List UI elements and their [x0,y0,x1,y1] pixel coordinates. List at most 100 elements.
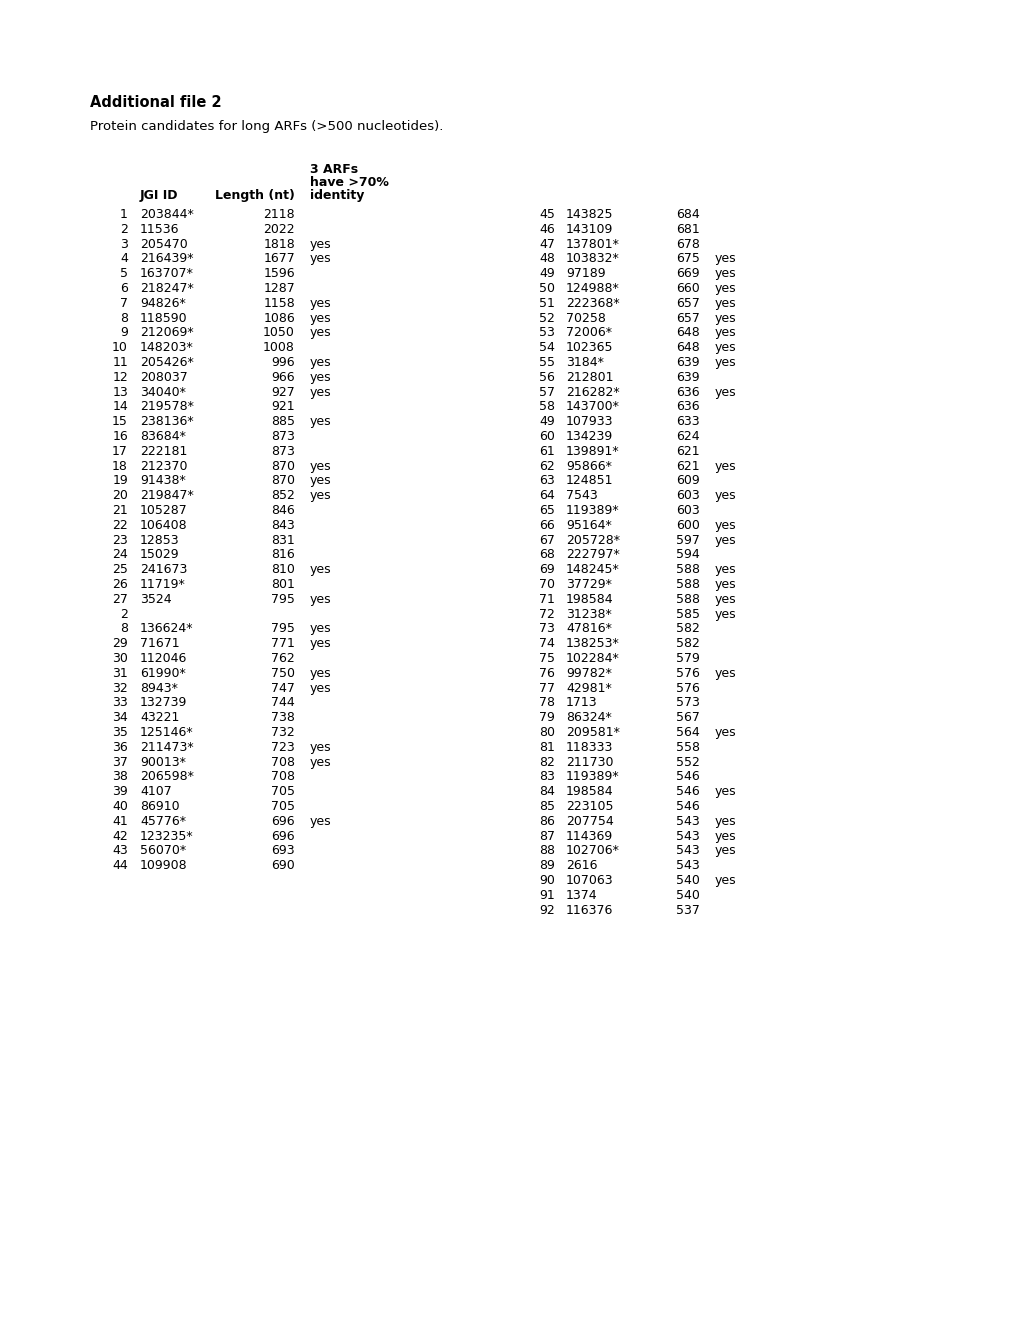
Text: yes: yes [714,282,736,294]
Text: 42: 42 [112,829,127,842]
Text: 82: 82 [539,755,554,768]
Text: 143109: 143109 [566,223,612,236]
Text: 684: 684 [676,209,699,220]
Text: 639: 639 [676,356,699,370]
Text: 86324*: 86324* [566,711,611,725]
Text: 49: 49 [539,416,554,428]
Text: 2: 2 [120,607,127,620]
Text: 76: 76 [539,667,554,680]
Text: 107933: 107933 [566,416,612,428]
Text: 705: 705 [271,785,294,799]
Text: 17: 17 [112,445,127,458]
Text: 3184*: 3184* [566,356,603,370]
Text: 34: 34 [112,711,127,725]
Text: 103832*: 103832* [566,252,620,265]
Text: 14: 14 [112,400,127,413]
Text: 163707*: 163707* [140,267,194,280]
Text: 132739: 132739 [140,697,187,709]
Text: 42981*: 42981* [566,681,611,694]
Text: 1086: 1086 [263,312,294,325]
Text: 810: 810 [271,564,294,577]
Text: 696: 696 [271,814,294,828]
Text: 78: 78 [538,697,554,709]
Text: yes: yes [310,356,331,370]
Text: 843: 843 [271,519,294,532]
Text: 55: 55 [538,356,554,370]
Text: 53: 53 [539,326,554,339]
Text: 88: 88 [538,845,554,858]
Text: 801: 801 [271,578,294,591]
Text: 576: 576 [676,667,699,680]
Text: 212069*: 212069* [140,326,194,339]
Text: 870: 870 [271,459,294,473]
Text: 219578*: 219578* [140,400,194,413]
Text: yes: yes [714,490,736,502]
Text: JGI ID: JGI ID [140,189,178,202]
Text: 38: 38 [112,771,127,783]
Text: 873: 873 [271,445,294,458]
Text: 90: 90 [539,874,554,887]
Text: 636: 636 [676,400,699,413]
Text: 927: 927 [271,385,294,399]
Text: yes: yes [310,238,331,251]
Text: 750: 750 [271,667,294,680]
Text: 97189: 97189 [566,267,605,280]
Text: 22: 22 [112,519,127,532]
Text: 118590: 118590 [140,312,187,325]
Text: yes: yes [714,607,736,620]
Text: 564: 564 [676,726,699,739]
Text: yes: yes [310,297,331,310]
Text: 105287: 105287 [140,504,187,517]
Text: 2022: 2022 [263,223,294,236]
Text: 223105: 223105 [566,800,612,813]
Text: 218247*: 218247* [140,282,194,294]
Text: 114369: 114369 [566,829,612,842]
Text: 56: 56 [539,371,554,384]
Text: 795: 795 [271,593,294,606]
Text: yes: yes [310,814,331,828]
Text: 678: 678 [676,238,699,251]
Text: yes: yes [714,533,736,546]
Text: 56070*: 56070* [140,845,185,858]
Text: 19: 19 [112,474,127,487]
Text: 657: 657 [676,297,699,310]
Text: 138253*: 138253* [566,638,620,651]
Text: 9: 9 [120,326,127,339]
Text: yes: yes [714,667,736,680]
Text: 636: 636 [676,385,699,399]
Text: 3524: 3524 [140,593,171,606]
Text: 47: 47 [539,238,554,251]
Text: 4107: 4107 [140,785,171,799]
Text: 64: 64 [539,490,554,502]
Text: 657: 657 [676,312,699,325]
Text: 99782*: 99782* [566,667,611,680]
Text: 966: 966 [271,371,294,384]
Text: Length (nt): Length (nt) [215,189,294,202]
Text: 12: 12 [112,371,127,384]
Text: 222368*: 222368* [566,297,619,310]
Text: 95866*: 95866* [566,459,611,473]
Text: yes: yes [310,667,331,680]
Text: 8: 8 [120,312,127,325]
Text: 70: 70 [538,578,554,591]
Text: 594: 594 [676,548,699,561]
Text: 37: 37 [112,755,127,768]
Text: 543: 543 [676,814,699,828]
Text: 116376: 116376 [566,904,612,916]
Text: 1158: 1158 [263,297,294,310]
Text: 94826*: 94826* [140,297,185,310]
Text: 198584: 198584 [566,593,613,606]
Text: yes: yes [310,741,331,754]
Text: 648: 648 [676,341,699,354]
Text: 66: 66 [539,519,554,532]
Text: 92: 92 [539,904,554,916]
Text: 624: 624 [676,430,699,444]
Text: yes: yes [714,341,736,354]
Text: 24: 24 [112,548,127,561]
Text: 8943*: 8943* [140,681,177,694]
Text: 73: 73 [539,623,554,635]
Text: 546: 546 [676,785,699,799]
Text: yes: yes [714,874,736,887]
Text: 543: 543 [676,859,699,873]
Text: 600: 600 [676,519,699,532]
